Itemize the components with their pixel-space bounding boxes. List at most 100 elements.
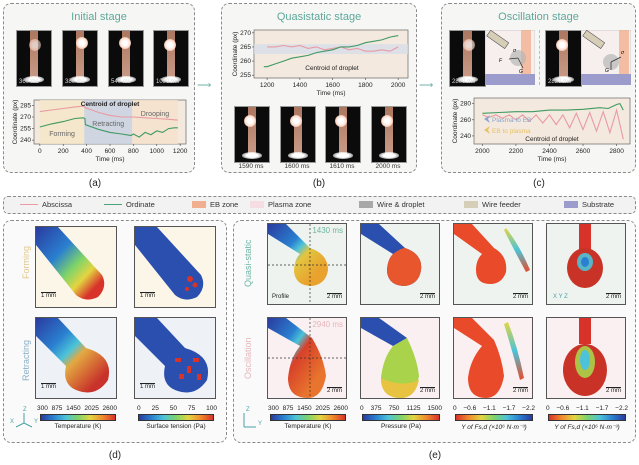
- plasma-to-eb-icon: [484, 115, 490, 123]
- legend-item-eb-zone: EB zone: [192, 200, 238, 209]
- sim-quasistatic-profile: 1430 ms Profile 2 mm: [267, 223, 347, 305]
- panel-a-label: (a): [88, 178, 102, 189]
- colorbar-ticks: 300 875 1450 2025 2600: [37, 405, 117, 412]
- sigma-label: σ: [513, 48, 517, 54]
- legend: Abscissa Ordinate EB zone Plasma zone Wi…: [3, 196, 636, 214]
- x-tick-label: 2000: [391, 82, 406, 89]
- frame-image: 360 ms: [16, 30, 52, 87]
- series-ordinate: [482, 102, 624, 114]
- legend-swatch-icon: [564, 201, 578, 208]
- x-axis-label: Time (ms): [537, 156, 566, 163]
- region-label: Drooping: [141, 111, 170, 118]
- panel-a-title: Initial stage: [71, 11, 127, 23]
- y-axis-label: Coordinate (px): [232, 32, 239, 77]
- profile-label: Profile: [272, 294, 290, 300]
- colorbar-temperature: [40, 414, 116, 421]
- scale-bar: 2 mm: [327, 387, 342, 394]
- time-label: 1430 ms: [312, 226, 343, 235]
- frame-timestamp: 360 ms: [19, 79, 39, 85]
- x-tick-label: 2200: [509, 148, 524, 155]
- scale-bar: 1 mm: [41, 292, 56, 299]
- frame-timestamp: 2820 ms: [548, 79, 572, 85]
- panel-c: Oscillation stage 2800 ms σ F G 2820 ms …: [441, 3, 636, 173]
- frame-image: 2800 ms: [449, 30, 486, 87]
- y-tick-label: 255: [240, 72, 251, 79]
- sim-oscillation-pressure: 2 mm: [360, 317, 440, 399]
- panel-e: Quasi-static Oscillation 1430 ms Profile…: [233, 220, 636, 443]
- legend-swatch-icon: [359, 201, 373, 208]
- series-ordinate: [39, 117, 178, 138]
- colorbar-ticks: 0 −0.6 −1.1 −1.7 −2.2: [453, 405, 535, 412]
- frame-image: [280, 106, 316, 163]
- arrow-a-to-b-icon: ⟶: [197, 80, 212, 91]
- axes-triad-icon: Z X Y: [10, 407, 39, 428]
- gravity-label: G: [605, 68, 609, 74]
- legend-line-icon: [20, 203, 38, 206]
- legend-swatch-icon: [464, 201, 478, 208]
- plot-area: [473, 97, 631, 145]
- panel-c-label: (c): [533, 178, 545, 189]
- x-tick-label: 200: [58, 148, 69, 155]
- frame-image: 540 ms: [108, 30, 144, 87]
- wire-feeder-icon: [582, 30, 606, 50]
- y-tick-label: 280: [460, 101, 471, 108]
- frame-image: 2820 ms: [545, 30, 582, 87]
- time-label: 2940 ms: [312, 320, 343, 329]
- colorbar-label: Surface tension (Pa): [146, 423, 206, 430]
- x-tick-label: 2800: [609, 148, 624, 155]
- axes-triad-icon: X Y Z: [553, 294, 568, 300]
- row-label-forming: Forming: [21, 245, 31, 279]
- x-tick-label: 1000: [150, 148, 165, 155]
- frame-image: [371, 106, 407, 163]
- colorbar-label: Temperature (K): [54, 423, 102, 430]
- series-abscissa: [39, 105, 178, 121]
- frame-timestamp: 1610 ms: [329, 163, 355, 170]
- panel-a: Initial stage 360 ms 380 ms 540 ms 1090 …: [3, 3, 195, 173]
- y-tick-label: 255: [20, 126, 31, 133]
- force-diagram-2: σ G: [581, 30, 631, 85]
- substrate: [485, 74, 535, 85]
- sim-forming-surface-tension: 1 mm: [134, 226, 216, 308]
- scale-bar: 2 mm: [513, 387, 528, 394]
- scale-bar: 2 mm: [420, 293, 435, 300]
- scale-bar: 2 mm: [327, 293, 342, 300]
- scale-bar: 2 mm: [606, 293, 621, 300]
- sim-quasistatic-pressure: 2 mm: [360, 223, 440, 305]
- y-tick-label: 265: [240, 44, 251, 51]
- series-abscissa: [482, 107, 624, 140]
- eb-to-plasma-icon: [484, 126, 490, 134]
- legend-item-wire-feeder: Wire feeder: [464, 200, 521, 209]
- annotation-label: EB to plasma: [492, 128, 531, 135]
- frame-timestamp: 1090 ms: [156, 79, 180, 85]
- x-axis-label: Time (ms): [95, 156, 124, 163]
- panel-d-label: (d): [108, 450, 122, 461]
- y-tick-label: 270: [20, 114, 31, 121]
- region-label: Retracting: [92, 121, 124, 128]
- x-tick-label: 2600: [576, 148, 591, 155]
- legend-item-wire-droplet: Wire & droplet: [359, 200, 425, 209]
- wire-feeder-icon: [486, 30, 510, 50]
- x-tick-label: 400: [81, 148, 92, 155]
- arrow-b-to-c-icon: ⟶: [419, 80, 434, 91]
- scale-bar: 1 mm: [140, 292, 155, 299]
- y-axis-label: Coordinate (px): [452, 99, 459, 144]
- colorbar-ticks: 300 875 1450 2025 2600: [268, 405, 348, 412]
- x-tick-label: 600: [105, 148, 116, 155]
- x-tick-label: 1600: [325, 82, 340, 89]
- series-abscissa: [267, 44, 399, 52]
- eb-zone: [521, 30, 531, 74]
- colorbar-temperature: [270, 414, 346, 421]
- sim-retracting-surface-tension: 1 mm: [134, 317, 216, 399]
- colorbar-label: Y of Fs,d (×10⁶ N·m⁻³): [461, 424, 527, 431]
- frame-image: 1090 ms: [153, 30, 189, 87]
- sim-retracting-temperature: 1 mm: [35, 317, 117, 399]
- y-axis-label: Coordinate (px): [12, 100, 19, 145]
- scale-bar: 2 mm: [420, 387, 435, 394]
- frame-timestamp: 1590 ms: [238, 163, 264, 170]
- series-ordinate: [263, 35, 399, 68]
- frame-image: [234, 106, 270, 163]
- legend-line-icon: [104, 203, 122, 206]
- eb-zone: [619, 30, 629, 74]
- force-label: F: [499, 58, 503, 64]
- colorbar-surface-tension: [138, 414, 214, 421]
